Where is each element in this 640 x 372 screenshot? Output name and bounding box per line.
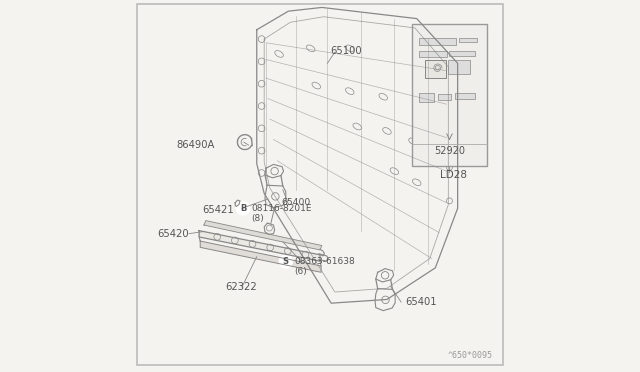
Text: 08116-8201E: 08116-8201E: [251, 204, 312, 213]
Text: ^650*0095: ^650*0095: [448, 351, 493, 360]
Text: (8): (8): [251, 214, 264, 223]
Circle shape: [236, 202, 250, 215]
Text: 86490A: 86490A: [177, 140, 215, 150]
Text: 52920: 52920: [434, 147, 465, 156]
Circle shape: [279, 255, 292, 268]
Bar: [419, 51, 447, 57]
Text: 65100: 65100: [330, 46, 362, 56]
Text: 65420: 65420: [157, 229, 189, 238]
Polygon shape: [204, 221, 322, 250]
Text: 08363-61638: 08363-61638: [294, 257, 355, 266]
Bar: [455, 93, 476, 99]
Text: 65421: 65421: [202, 205, 234, 215]
Bar: [447, 60, 470, 74]
Text: B: B: [240, 204, 246, 213]
Text: 65400: 65400: [281, 198, 310, 207]
Bar: [459, 38, 477, 42]
Text: S: S: [283, 257, 289, 266]
FancyBboxPatch shape: [412, 24, 486, 166]
Bar: [438, 94, 451, 100]
Text: LD28: LD28: [440, 170, 467, 180]
Polygon shape: [199, 231, 320, 261]
Text: 62322: 62322: [225, 282, 257, 292]
Bar: [425, 60, 445, 78]
Bar: [419, 38, 456, 45]
Bar: [449, 51, 476, 56]
Polygon shape: [200, 241, 321, 272]
Bar: [419, 93, 434, 102]
Text: (6): (6): [294, 267, 307, 276]
Text: 65401: 65401: [405, 297, 436, 307]
